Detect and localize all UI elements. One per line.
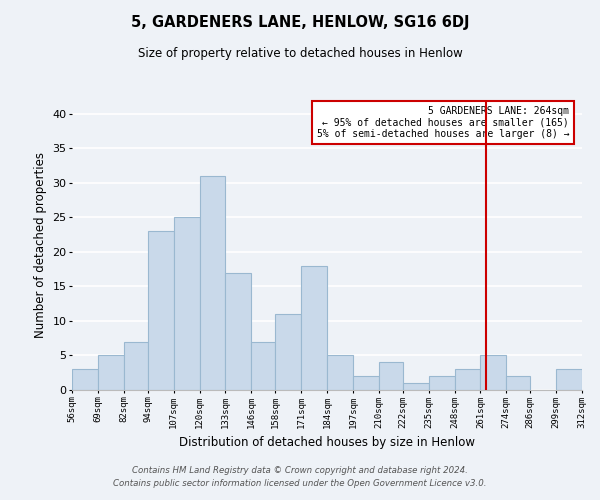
Bar (275, 314, 301, 390)
Bar (353, 376, 379, 390)
Text: Size of property relative to detached houses in Henlow: Size of property relative to detached ho… (137, 48, 463, 60)
Bar (124, 342, 148, 390)
Bar (403, 383, 428, 390)
Bar (481, 356, 506, 390)
Bar (72, 370, 98, 390)
Bar (506, 376, 530, 390)
Bar (226, 272, 251, 390)
Bar (251, 342, 275, 390)
Bar (148, 231, 173, 390)
Y-axis label: Number of detached properties: Number of detached properties (34, 152, 47, 338)
Text: Contains HM Land Registry data © Crown copyright and database right 2024.
Contai: Contains HM Land Registry data © Crown c… (113, 466, 487, 487)
Text: 5, GARDENERS LANE, HENLOW, SG16 6DJ: 5, GARDENERS LANE, HENLOW, SG16 6DJ (131, 15, 469, 30)
Bar (556, 370, 582, 390)
Bar (98, 356, 124, 390)
X-axis label: Distribution of detached houses by size in Henlow: Distribution of detached houses by size … (179, 436, 475, 449)
Bar (428, 376, 455, 390)
Bar (327, 356, 353, 390)
Bar (301, 266, 327, 390)
Bar (199, 176, 226, 390)
Bar (455, 370, 481, 390)
Bar (173, 218, 199, 390)
Bar (379, 362, 403, 390)
Text: 5 GARDENERS LANE: 264sqm
← 95% of detached houses are smaller (165)
5% of semi-d: 5 GARDENERS LANE: 264sqm ← 95% of detach… (317, 106, 569, 139)
